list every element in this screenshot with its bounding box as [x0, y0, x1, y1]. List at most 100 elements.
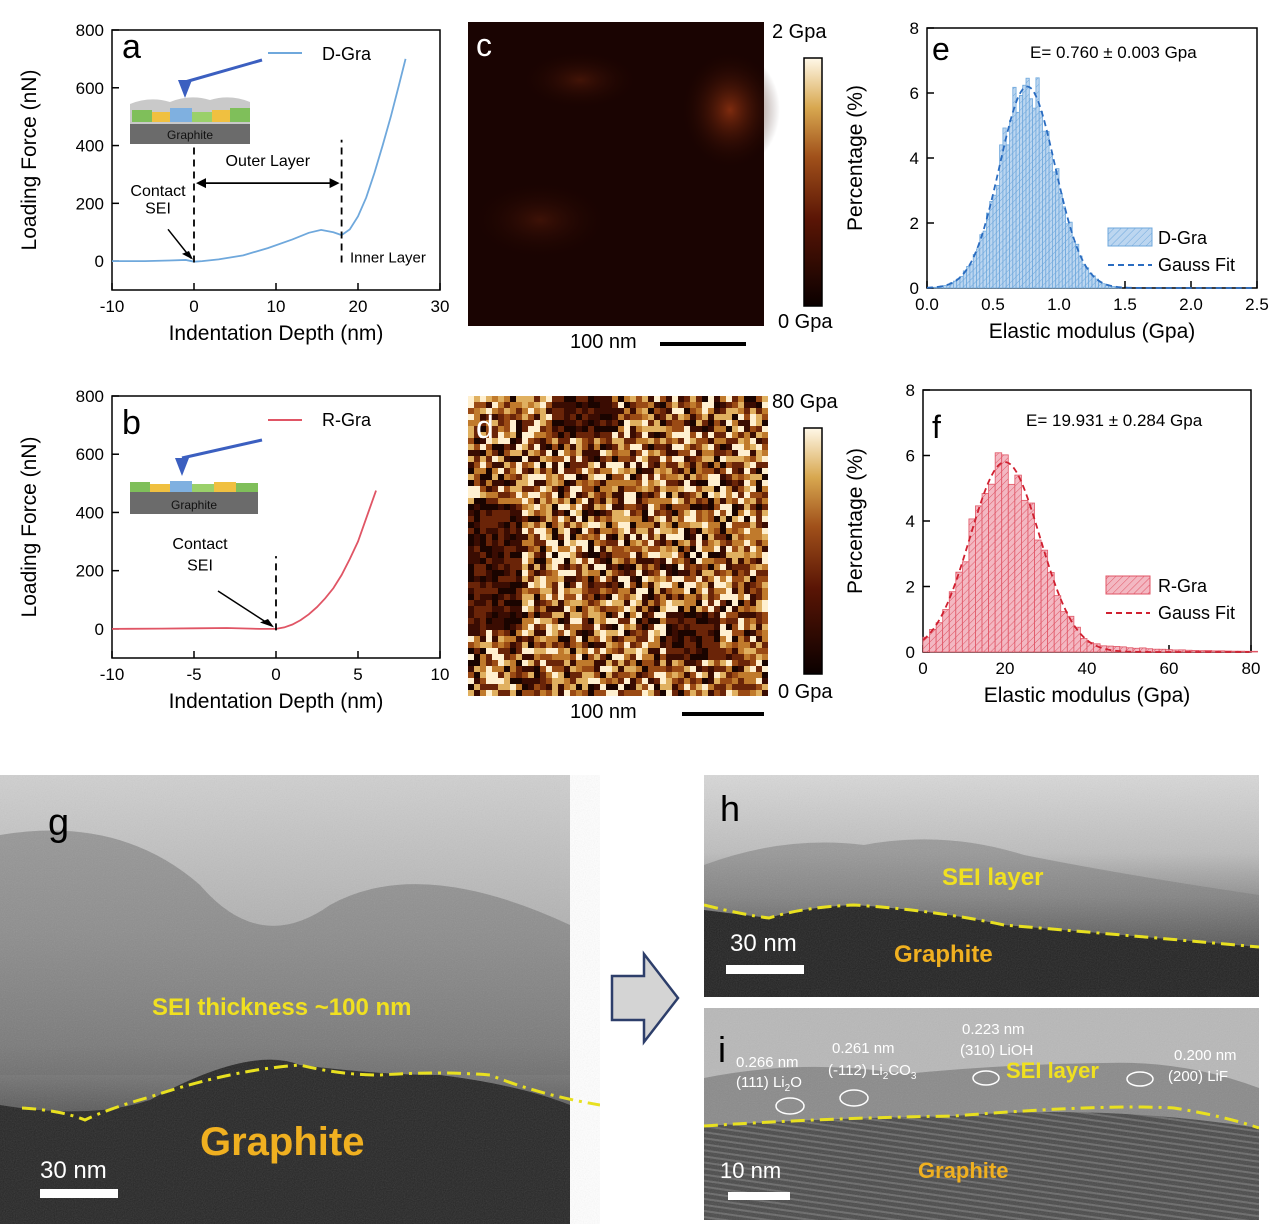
map-pixel: [600, 522, 606, 528]
map-pixel: [690, 414, 696, 420]
map-pixel: [474, 498, 480, 504]
map-pixel: [480, 660, 486, 666]
map-pixel: [714, 534, 720, 540]
map-pixel: [672, 552, 678, 558]
map-pixel: [624, 600, 630, 606]
map-pixel: [642, 408, 648, 414]
map-pixel: [582, 540, 588, 546]
map-pixel: [624, 654, 630, 660]
map-pixel: [504, 498, 510, 504]
map-pixel: [498, 414, 504, 420]
map-pixel: [486, 408, 492, 414]
map-pixel: [624, 564, 630, 570]
map-pixel: [732, 462, 738, 468]
map-pixel: [762, 690, 768, 696]
map-pixel: [738, 588, 744, 594]
map-pixel: [504, 420, 510, 426]
map-pixel: [738, 648, 744, 654]
map-pixel: [594, 678, 600, 684]
map-pixel: [636, 546, 642, 552]
map-pixel: [546, 504, 552, 510]
map-pixel: [600, 432, 606, 438]
map-pixel: [474, 492, 480, 498]
map-pixel: [738, 456, 744, 462]
map-pixel: [678, 612, 684, 618]
map-pixel: [684, 558, 690, 564]
map-pixel: [486, 594, 492, 600]
map-pixel: [702, 558, 708, 564]
map-pixel: [510, 576, 516, 582]
map-pixel: [528, 450, 534, 456]
map-pixel: [648, 474, 654, 480]
map-pixel: [714, 636, 720, 642]
map-pixel: [744, 606, 750, 612]
map-pixel: [522, 516, 528, 522]
map-pixel: [486, 420, 492, 426]
scalebar-label-h: 30 nm: [730, 930, 797, 957]
map-pixel: [498, 492, 504, 498]
map-pixel: [678, 408, 684, 414]
map-pixel: [702, 570, 708, 576]
map-pixel: [648, 492, 654, 498]
map-pixel: [756, 492, 762, 498]
map-pixel: [570, 408, 576, 414]
map-pixel: [702, 504, 708, 510]
map-pixel: [582, 528, 588, 534]
map-pixel: [588, 606, 594, 612]
map-pixel: [546, 606, 552, 612]
map-pixel: [654, 648, 660, 654]
map-pixel: [690, 642, 696, 648]
map-pixel: [660, 450, 666, 456]
map-pixel: [516, 510, 522, 516]
map-pixel: [498, 618, 504, 624]
map-pixel: [618, 540, 624, 546]
map-pixel: [672, 510, 678, 516]
map-pixel: [516, 672, 522, 678]
map-pixel: [702, 630, 708, 636]
map-pixel: [696, 666, 702, 672]
map-pixel: [510, 672, 516, 678]
map-pixel: [600, 678, 606, 684]
map-pixel: [756, 684, 762, 690]
map-pixel: [582, 492, 588, 498]
map-pixel: [510, 678, 516, 684]
map-pixel: [612, 414, 618, 420]
map-pixel: [726, 456, 732, 462]
map-pixel: [546, 618, 552, 624]
map-pixel: [696, 630, 702, 636]
map-pixel: [564, 576, 570, 582]
map-pixel: [732, 408, 738, 414]
histogram-bar: [1034, 539, 1042, 653]
map-pixel: [576, 540, 582, 546]
histogram-bar: [1002, 127, 1007, 289]
map-pixel: [648, 690, 654, 696]
map-pixel: [714, 408, 720, 414]
map-pixel: [696, 462, 702, 468]
map-pixel: [636, 606, 642, 612]
map-pixel: [612, 528, 618, 534]
map-pixel: [564, 492, 570, 498]
map-pixel: [720, 576, 726, 582]
map-pixel: [504, 546, 510, 552]
map-pixel: [612, 492, 618, 498]
map-pixel: [720, 486, 726, 492]
map-pixel: [648, 420, 654, 426]
map-pixel: [630, 534, 636, 540]
map-pixel: [762, 414, 768, 420]
map-pixel: [600, 600, 606, 606]
map-pixel: [732, 444, 738, 450]
map-pixel: [612, 432, 618, 438]
map-pixel: [552, 480, 558, 486]
map-pixel: [546, 540, 552, 546]
map-pixel: [756, 402, 762, 408]
x-tick-label: 0.0: [915, 295, 939, 314]
map-pixel: [588, 498, 594, 504]
map-pixel: [756, 546, 762, 552]
map-pixel: [642, 546, 648, 552]
map-pixel: [636, 612, 642, 618]
map-pixel: [720, 414, 726, 420]
map-pixel: [672, 456, 678, 462]
map-pixel: [756, 540, 762, 546]
map-pixel: [564, 456, 570, 462]
map-pixel: [672, 564, 678, 570]
